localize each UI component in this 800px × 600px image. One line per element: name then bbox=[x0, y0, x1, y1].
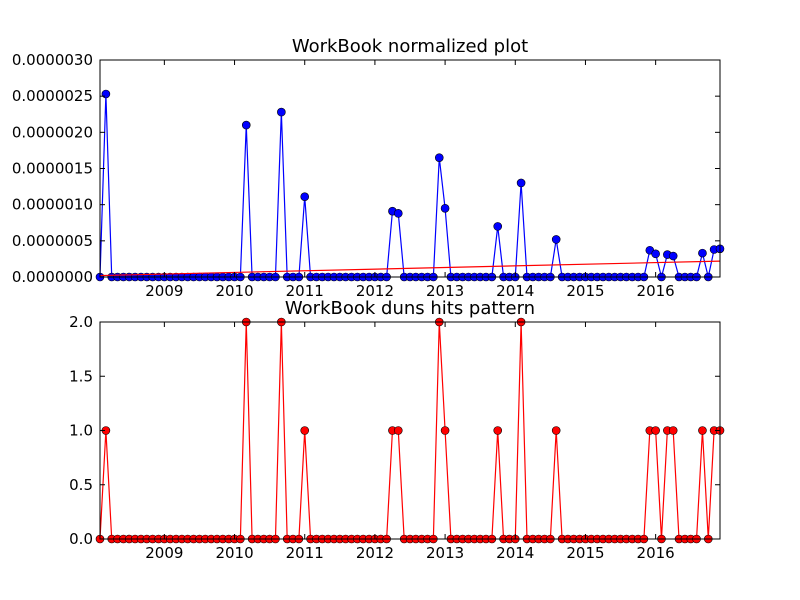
x-tick-label: 2014 bbox=[496, 544, 534, 562]
normalized-plot-chart: WorkBook normalized plot 2009 2010 2011 201… bbox=[12, 36, 725, 300]
x-tick-label: 2011 bbox=[286, 282, 324, 300]
data-point bbox=[440, 426, 450, 435]
x-tick-label: 2016 bbox=[637, 282, 675, 300]
data-point bbox=[698, 248, 707, 258]
data-point bbox=[277, 107, 286, 117]
y-tick-label: 0.0000025 bbox=[12, 87, 93, 105]
y-tick-label: 0.0000015 bbox=[12, 160, 93, 178]
data-point bbox=[516, 178, 526, 188]
data-point bbox=[698, 426, 707, 435]
data-point bbox=[393, 426, 403, 435]
axis-layer: 2009 2010 2011 2012 2013 2014 2015 2016 0.000000… bbox=[12, 51, 720, 300]
x-tick-label: 2013 bbox=[426, 282, 464, 300]
y-tick-label: 2.0 bbox=[69, 313, 93, 331]
data-point bbox=[434, 153, 444, 162]
x-tick-label: 2014 bbox=[496, 282, 534, 300]
data-point bbox=[668, 251, 678, 261]
x-tick-label: 2011 bbox=[286, 544, 324, 562]
data-point bbox=[300, 426, 310, 435]
x-tick-label: 2009 bbox=[145, 544, 183, 562]
data-point bbox=[493, 222, 503, 231]
data-point bbox=[551, 235, 561, 244]
x-tick-label: 2015 bbox=[566, 544, 604, 562]
y-tick-label: 0.0000020 bbox=[12, 123, 93, 141]
data-point bbox=[440, 203, 450, 213]
data-point bbox=[241, 120, 251, 130]
axis-layer: 2009 2010 2011 2012 2013 2014 2015 2016 0.0 0.5 1.… bbox=[69, 313, 720, 562]
y-tick-label: 0.0000030 bbox=[12, 51, 93, 69]
series-line bbox=[99, 260, 721, 277]
x-tick-label: 2013 bbox=[426, 544, 464, 562]
y-tick-label: 1.5 bbox=[69, 367, 93, 385]
x-tick-label: 2010 bbox=[215, 544, 253, 562]
data-point bbox=[493, 426, 503, 435]
x-tick-label: 2010 bbox=[215, 282, 253, 300]
y-tick-label: 0.0000005 bbox=[12, 232, 93, 250]
data-point bbox=[651, 426, 660, 435]
x-tick-label: 2009 bbox=[145, 282, 183, 300]
data-point bbox=[393, 209, 403, 218]
data-point bbox=[300, 192, 310, 202]
data-point bbox=[668, 426, 678, 435]
y-tick-label: 0.0 bbox=[69, 530, 93, 548]
y-tick-label: 0.0000000 bbox=[12, 268, 93, 286]
data-point bbox=[651, 249, 660, 259]
chart-title: WorkBook duns hits pattern bbox=[285, 298, 535, 319]
x-tick-label: 2012 bbox=[356, 544, 394, 562]
data-point bbox=[551, 426, 561, 435]
y-tick-label: 0.5 bbox=[69, 476, 93, 494]
x-tick-label: 2012 bbox=[356, 282, 394, 300]
duns-hits-pattern-chart: WorkBook duns hits pattern 2009 2010 2011 2… bbox=[69, 298, 725, 562]
x-tick-label: 2016 bbox=[637, 544, 675, 562]
plot-frame bbox=[99, 59, 721, 278]
data-point bbox=[101, 89, 111, 99]
y-tick-label: 0.0000010 bbox=[12, 196, 93, 214]
chart-title: WorkBook normalized plot bbox=[292, 36, 528, 57]
y-tick-label: 1.0 bbox=[69, 422, 93, 440]
plot-frame bbox=[99, 321, 721, 540]
x-tick-label: 2015 bbox=[566, 282, 604, 300]
